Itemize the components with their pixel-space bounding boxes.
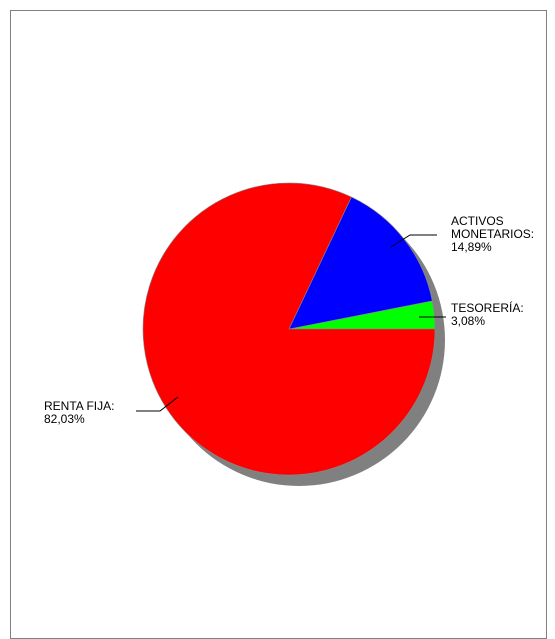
slice-label-line: TESORERÍA: — [451, 300, 524, 315]
slice-label-line: RENTA FIJA: — [44, 399, 114, 413]
slice-label: ACTIVOS MONETARIOS: 14,89% — [451, 214, 534, 254]
slice-label: TESORERÍA: 3,08% — [451, 300, 524, 328]
slice-label-line: 3,08% — [451, 314, 485, 328]
pie-slices — [142, 182, 436, 476]
slice-label: RENTA FIJA: 82,03% — [44, 399, 114, 426]
slice-labels: ACTIVOS MONETARIOS: 14,89% TESORERÍA: 3,08% R… — [44, 214, 534, 426]
slice-label-line: 82,03% — [44, 412, 85, 426]
slice-label-line: MONETARIOS: — [451, 227, 534, 241]
slice-label-line: 14,89% — [451, 240, 492, 254]
pie-slice-activos-monetarios — [288, 196, 433, 330]
leader-line — [136, 396, 179, 412]
leader-line — [390, 234, 437, 248]
leader-lines — [136, 234, 446, 412]
slice-label-line: ACTIVOS — [451, 214, 504, 228]
